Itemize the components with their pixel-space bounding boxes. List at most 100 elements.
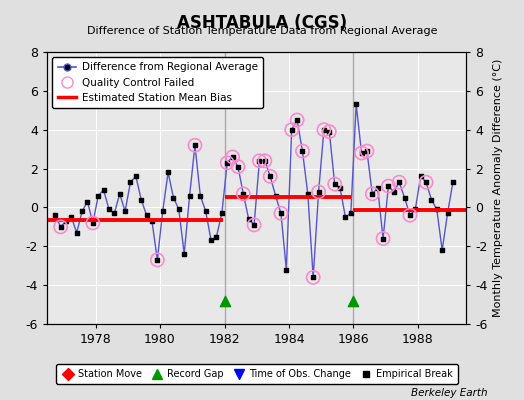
Point — [180, 251, 189, 257]
Point — [67, 214, 75, 220]
Point — [400, 194, 409, 201]
Point — [298, 148, 307, 154]
Point — [255, 158, 264, 164]
Point — [132, 173, 140, 180]
Point — [78, 208, 86, 214]
Point — [228, 154, 237, 160]
Point — [303, 191, 312, 197]
Point — [288, 126, 296, 133]
Legend: Station Move, Record Gap, Time of Obs. Change, Empirical Break: Station Move, Record Gap, Time of Obs. C… — [56, 364, 458, 384]
Point — [357, 150, 366, 156]
Point — [169, 194, 178, 201]
Point — [143, 212, 151, 218]
Point — [433, 206, 441, 212]
Point — [341, 214, 350, 220]
Point — [57, 224, 65, 230]
Point — [260, 158, 269, 164]
Point — [110, 210, 118, 216]
Point — [363, 148, 371, 154]
Text: Difference of Station Temperature Data from Regional Average: Difference of Station Temperature Data f… — [87, 26, 437, 36]
Legend: Difference from Regional Average, Quality Control Failed, Estimated Station Mean: Difference from Regional Average, Qualit… — [52, 57, 263, 108]
Point — [352, 101, 361, 108]
Point — [234, 164, 242, 170]
Point — [202, 208, 210, 214]
Point — [148, 218, 156, 224]
Point — [89, 220, 97, 226]
Point — [239, 191, 247, 197]
Point — [411, 206, 420, 212]
Text: Berkeley Earth: Berkeley Earth — [411, 388, 487, 398]
Point — [331, 181, 339, 187]
Point — [288, 126, 296, 133]
Point — [320, 126, 328, 133]
Point — [422, 179, 430, 185]
Point — [368, 191, 376, 197]
Point — [449, 179, 457, 185]
Point — [228, 154, 237, 160]
Point — [438, 247, 446, 253]
Point — [196, 192, 204, 199]
Point — [406, 212, 414, 218]
Point — [309, 274, 318, 280]
Point — [83, 198, 92, 205]
Point — [271, 192, 280, 199]
Point — [384, 183, 392, 189]
Y-axis label: Monthly Temperature Anomaly Difference (°C): Monthly Temperature Anomaly Difference (… — [493, 59, 504, 317]
Point — [384, 183, 392, 189]
Point — [379, 235, 387, 242]
Point — [121, 208, 129, 214]
Point — [89, 220, 97, 226]
Point — [72, 230, 81, 236]
Point — [57, 224, 65, 230]
Point — [126, 179, 135, 185]
Point — [336, 185, 344, 191]
Point — [250, 222, 258, 228]
Point — [320, 126, 328, 133]
Point — [212, 233, 221, 240]
Point — [164, 169, 172, 176]
Point — [250, 222, 258, 228]
Point — [217, 210, 226, 216]
Point — [223, 160, 232, 166]
Point — [115, 191, 124, 197]
Point — [277, 210, 285, 216]
Point — [100, 187, 108, 193]
Point — [266, 173, 275, 180]
Point — [277, 210, 285, 216]
Point — [245, 216, 253, 222]
Point — [234, 164, 242, 170]
Point — [390, 189, 398, 195]
Point — [314, 189, 323, 195]
Point — [174, 206, 183, 212]
Point — [220, 298, 228, 304]
Point — [293, 117, 301, 123]
Point — [331, 181, 339, 187]
Point — [62, 218, 70, 224]
Point — [51, 212, 59, 218]
Point — [417, 173, 425, 180]
Point — [266, 173, 275, 180]
Point — [137, 196, 146, 203]
Point — [325, 128, 333, 135]
Point — [395, 179, 403, 185]
Point — [357, 150, 366, 156]
Point — [427, 196, 435, 203]
Point — [153, 257, 161, 263]
Point — [207, 237, 215, 244]
Point — [105, 206, 113, 212]
Point — [363, 148, 371, 154]
Point — [260, 158, 269, 164]
Point — [223, 160, 232, 166]
Point — [293, 117, 301, 123]
Point — [443, 210, 452, 216]
Point — [368, 191, 376, 197]
Point — [309, 274, 318, 280]
Point — [282, 266, 290, 273]
Point — [422, 179, 430, 185]
Point — [395, 179, 403, 185]
Point — [314, 189, 323, 195]
Point — [94, 192, 102, 199]
Text: ASHTABULA (CGS): ASHTABULA (CGS) — [177, 14, 347, 32]
Point — [158, 208, 167, 214]
Point — [379, 235, 387, 242]
